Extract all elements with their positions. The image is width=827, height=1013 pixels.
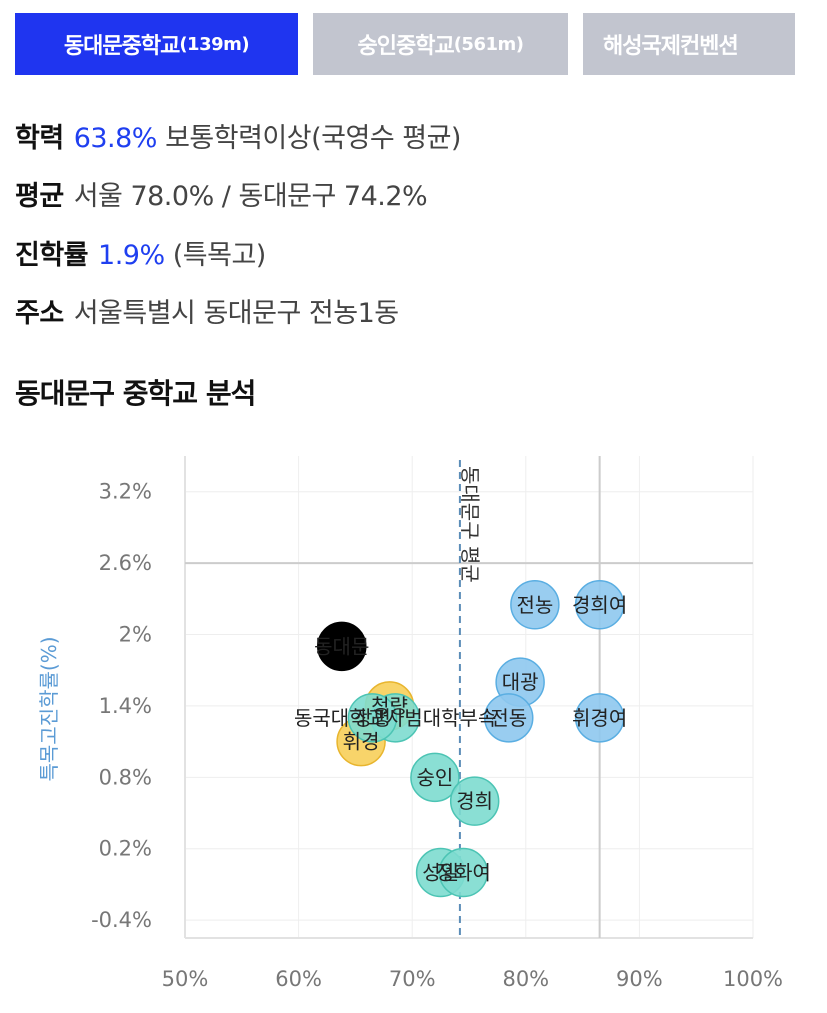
tab-distance: (561m) — [453, 33, 524, 55]
y-tick-label: 2.6% — [99, 551, 152, 575]
data-point — [410, 752, 460, 803]
data-points — [317, 580, 625, 898]
tab-haesung-convention[interactable]: 해성국제컨벤션 — [583, 13, 795, 75]
tab-sungin-middle[interactable]: 숭인중학교 (561m) — [313, 13, 568, 75]
point-label: 정화여 — [436, 861, 491, 885]
point-label: 전동 — [490, 706, 527, 730]
y-tick-label: 1.4% — [99, 694, 152, 718]
y-tick-label: 3.2% — [99, 480, 152, 504]
tab-distance: (139m) — [179, 33, 250, 55]
data-point — [347, 693, 398, 743]
progress-value: 1.9% — [98, 240, 165, 271]
district-average-label: 동대문구 평균 — [458, 466, 482, 583]
tab-label: 숭인중학교 — [357, 34, 455, 59]
section-title: 동대문구 중학교 분석 — [15, 377, 256, 410]
point-label: 휘경여 — [572, 706, 627, 730]
progress-desc: (특목고) — [172, 240, 267, 271]
x-tick-label: 70% — [389, 967, 436, 991]
address-row: 주소 서울특별시 동대문구 전농1동 — [15, 291, 399, 330]
y-tick-label: 2% — [119, 623, 152, 647]
progress-key: 진학률 — [15, 240, 89, 271]
x-tick-label: 50% — [162, 967, 209, 991]
progress-row: 진학률 1.9% (특목고) — [15, 233, 266, 272]
scatter-chart: 3.2% 2.6% 2% 1.4% 0.8% 0.2% -0.4% 50% 60% 70% 80% 9… — [37, 456, 783, 991]
average-text: 서울 78.0% / 동대문구 74.2% — [73, 181, 428, 212]
point-label: 전농 — [516, 593, 553, 617]
point-label: 경희 — [456, 789, 493, 813]
y-tick-label: -0.4% — [91, 908, 152, 932]
point-label: 성일 — [422, 861, 459, 885]
y-tick-label: 0.8% — [99, 765, 152, 789]
y-axis-title: 특목고진학률(%) — [37, 636, 61, 781]
achievement-desc: 보통학력이상(국영수 평균) — [165, 123, 461, 154]
data-point — [438, 847, 489, 898]
point-label: 숭인 — [417, 765, 454, 789]
data-point — [449, 776, 500, 826]
point-label: 동국대학교사범대학부속 — [294, 706, 496, 730]
x-tick-label: 80% — [502, 967, 549, 991]
x-tick-label: 60% — [275, 967, 322, 991]
data-point — [574, 580, 625, 630]
y-tick-label: 0.2% — [99, 837, 152, 861]
point-label: 경희여 — [572, 593, 627, 617]
tab-label: 해성국제컨벤션 — [603, 34, 739, 59]
tab-dongdaemun-middle[interactable]: 동대문중학교 (139m) — [15, 13, 298, 75]
data-point — [510, 580, 560, 630]
achievement-value: 63.8% — [73, 123, 158, 154]
achievement-key: 학력 — [15, 123, 64, 154]
data-point — [484, 693, 534, 743]
data-point — [574, 693, 625, 743]
point-label: 동대문 — [314, 634, 369, 658]
address-text: 서울특별시 동대문구 전농1동 — [73, 298, 399, 329]
data-point — [317, 621, 367, 672]
point-label: 대광 — [502, 670, 539, 694]
chart-axes: 3.2% 2.6% 2% 1.4% 0.8% 0.2% -0.4% 50% 60% 70% 80% 9… — [37, 456, 783, 991]
x-tick-label: 90% — [616, 967, 663, 991]
address-key: 주소 — [15, 298, 64, 329]
average-key: 평균 — [15, 181, 64, 212]
average-row: 평균 서울 78.0% / 동대문구 74.2% — [15, 174, 428, 213]
point-label: 청량 — [371, 694, 408, 718]
x-tick-label: 100% — [723, 967, 783, 991]
achievement-row: 학력 63.8% 보통학력이상(국영수 평균) — [15, 116, 461, 155]
point-label: 장평 — [354, 706, 391, 730]
point-label: 휘경 — [343, 730, 380, 754]
school-tabs: 동대문중학교 (139m) 숭인중학교 (561m) 해성국제컨벤션 — [15, 13, 795, 75]
tab-label: 동대문중학교 — [63, 34, 180, 59]
